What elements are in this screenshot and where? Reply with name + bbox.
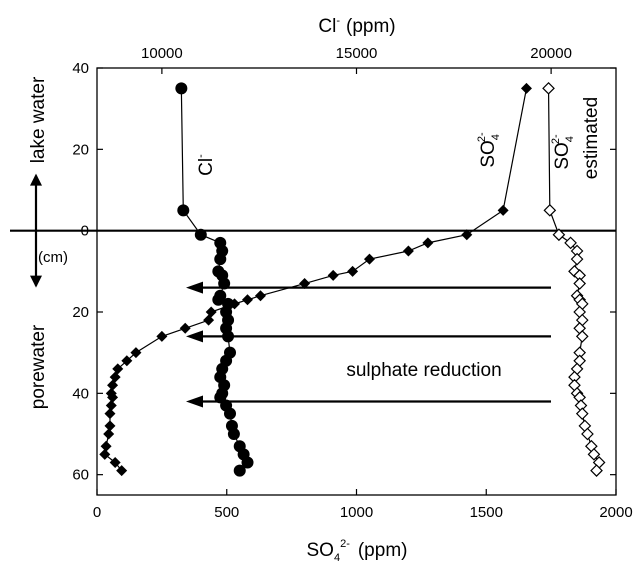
y-tick-label: 0 (81, 223, 89, 240)
cl-data-point (224, 407, 237, 420)
so4-data-point (156, 330, 168, 342)
top-tick-label: 20000 (530, 45, 572, 62)
series-line-1 (104, 88, 528, 471)
y-tick-label: 20 (72, 141, 89, 158)
y-tick-label: 40 (72, 60, 89, 77)
y-tick-label: 20 (72, 304, 89, 321)
so4-estimated-data-point (542, 81, 555, 95)
y-tick-label: 40 (72, 385, 89, 402)
so4-estimated-data-point (575, 407, 589, 421)
series-label-cl: Cl- (195, 154, 217, 176)
cl-data-point (214, 253, 227, 266)
top-tick-label: 15000 (336, 45, 378, 62)
so4-data-point (299, 278, 311, 290)
so4-data-point (203, 314, 215, 326)
series-lines (104, 88, 600, 472)
so4-estimated-data-point (543, 203, 557, 217)
y-tick-label: 60 (72, 467, 89, 484)
so4-data-point (121, 355, 133, 367)
cl-data-point (177, 204, 190, 217)
series-label-so4: SO42- (476, 132, 502, 168)
estimated-label: estimated (581, 97, 602, 179)
so4-data-point (497, 204, 509, 216)
so4-data-point (107, 391, 119, 403)
so4-data-point (107, 379, 119, 391)
so4-data-point (105, 400, 117, 412)
cl-data-point (233, 464, 246, 477)
top-axis-title: Cl- (ppm) (318, 15, 395, 37)
so4-estimated-data-point (590, 464, 603, 477)
so4-data-point (112, 363, 124, 375)
so4-data-point (179, 322, 191, 334)
so4-data-point (242, 294, 254, 306)
so4-data-point (205, 306, 217, 318)
bottom-tick-label: 1500 (470, 504, 503, 521)
so4-data-point (422, 237, 434, 249)
reduction-arrows (186, 281, 551, 408)
reduction-arrowhead (186, 330, 203, 343)
bottom-axis-title: SO42- (ppm) (307, 538, 408, 564)
so4-data-point (130, 347, 142, 359)
down-arrowhead (30, 275, 42, 288)
so4-estimated-data-point (581, 427, 594, 441)
so4-data-point (116, 465, 128, 477)
cl-data-point (212, 293, 225, 306)
so4-estimated-data-point (587, 447, 601, 461)
cl-data-point (222, 330, 235, 343)
lake-porewater-direction-arrow (30, 173, 42, 288)
so4-data-point (254, 290, 266, 302)
reduction-arrowhead (186, 395, 203, 408)
so4-data-point (327, 269, 339, 281)
so4-estimated-data-point (552, 228, 566, 242)
top-tick-label: 10000 (141, 45, 183, 62)
so4-data-point (520, 82, 532, 94)
so4-data-point (100, 440, 112, 452)
plot-frame (96, 67, 617, 496)
so4-data-point (109, 371, 121, 383)
bottom-tick-label: 0 (93, 504, 101, 521)
bottom-tick-label: 2000 (599, 504, 632, 521)
so4-data-point (402, 245, 414, 257)
data-points (99, 81, 606, 477)
bottom-tick-label: 500 (214, 504, 239, 521)
up-arrowhead (30, 173, 42, 186)
so4-estimated-data-point (575, 330, 589, 343)
lake-water-label: lake water (28, 76, 49, 163)
bottom-tick-label: 1000 (340, 504, 373, 521)
so4-data-point (347, 265, 359, 277)
so4-estimated-data-point (564, 236, 577, 250)
reduction-arrowhead (186, 281, 203, 294)
sulphate-reduction-label: sulphate reduction (346, 360, 501, 381)
so4-data-point (229, 298, 241, 310)
series-line-0 (180, 88, 249, 472)
so4-data-point (103, 428, 115, 440)
so4-estimated-data-point (573, 277, 587, 290)
series-label-so4-estimated: SO42- (550, 134, 576, 170)
porewater-label: porewater (28, 324, 49, 409)
depth-unit-label: (cm) (38, 249, 68, 266)
so4-data-point (104, 408, 116, 420)
so4-data-point (99, 448, 111, 460)
so4-data-point (363, 253, 375, 265)
cl-data-point (218, 277, 231, 290)
cl-data-point (194, 228, 207, 241)
axis-ticks: 0 500 1000 1500 2000 10000 15000 20000 40 20 0 20 40… (72, 45, 632, 521)
cl-data-point (175, 82, 188, 95)
so4-data-point (104, 420, 116, 432)
so4-estimated-data-point (570, 252, 584, 266)
so4-data-point (109, 456, 121, 468)
cl-data-point (241, 456, 254, 469)
so4-data-point (461, 229, 473, 241)
cl-data-point (227, 428, 240, 440)
